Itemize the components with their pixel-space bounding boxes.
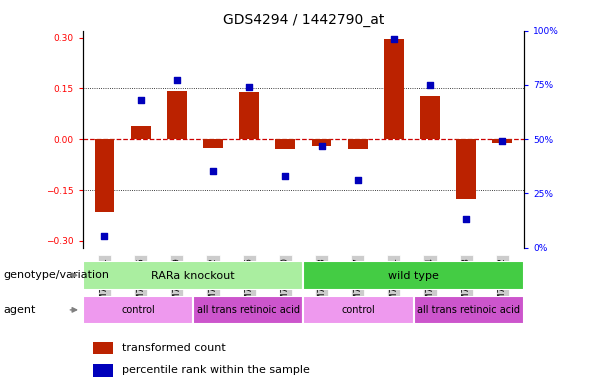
- Text: all trans retinoic acid: all trans retinoic acid: [197, 305, 300, 315]
- Bar: [275, 139, 295, 149]
- Point: [317, 143, 327, 149]
- Point: [208, 168, 218, 174]
- Bar: [414, 296, 524, 324]
- Bar: [93, 342, 113, 354]
- Point: [353, 177, 363, 183]
- Bar: [348, 139, 368, 149]
- Text: agent: agent: [3, 305, 36, 315]
- Bar: [167, 91, 187, 139]
- Point: [99, 233, 109, 239]
- Bar: [239, 93, 259, 139]
- Point: [462, 216, 471, 222]
- Text: control: control: [341, 305, 376, 315]
- Bar: [311, 139, 332, 146]
- Point: [280, 174, 290, 180]
- Point: [498, 138, 508, 144]
- Bar: [93, 364, 113, 376]
- Text: genotype/variation: genotype/variation: [3, 270, 109, 280]
- Bar: [456, 139, 476, 199]
- Bar: [420, 96, 440, 139]
- Text: all trans retinoic acid: all trans retinoic acid: [417, 305, 520, 315]
- Point: [425, 82, 435, 88]
- Bar: [83, 296, 193, 324]
- Text: wild type: wild type: [389, 270, 439, 281]
- Title: GDS4294 / 1442790_at: GDS4294 / 1442790_at: [223, 13, 384, 27]
- Bar: [94, 139, 115, 212]
- Bar: [83, 261, 303, 290]
- Bar: [384, 39, 404, 139]
- Text: percentile rank within the sample: percentile rank within the sample: [122, 365, 310, 375]
- Point: [135, 97, 145, 103]
- Bar: [492, 139, 512, 142]
- Bar: [303, 296, 414, 324]
- Text: control: control: [121, 305, 155, 315]
- Point: [244, 84, 254, 90]
- Bar: [203, 139, 223, 148]
- Bar: [303, 261, 524, 290]
- Bar: [131, 126, 151, 139]
- Point: [389, 36, 399, 42]
- Point: [172, 77, 181, 83]
- Text: transformed count: transformed count: [122, 343, 226, 353]
- Bar: [193, 296, 303, 324]
- Text: RARa knockout: RARa knockout: [151, 270, 235, 281]
